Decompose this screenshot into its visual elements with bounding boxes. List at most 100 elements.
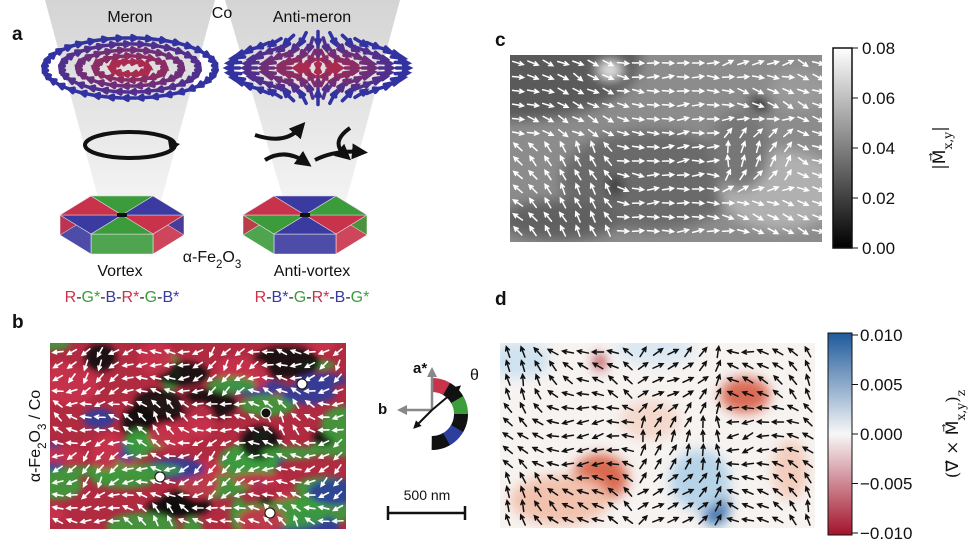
field-arrow xyxy=(654,457,662,470)
wheel-segment xyxy=(453,404,468,411)
wheel-segment xyxy=(441,381,451,396)
field-arrow xyxy=(511,102,526,108)
field-arrow xyxy=(108,361,120,369)
field-arrow xyxy=(771,516,784,524)
panel-label: d xyxy=(495,289,507,310)
field-arrow xyxy=(107,34,126,43)
field-arrow xyxy=(518,458,528,469)
field-arrow xyxy=(607,501,619,511)
field-arrow xyxy=(328,88,338,106)
field-arrow xyxy=(589,182,596,195)
field-arrow xyxy=(637,390,650,398)
field-arrow xyxy=(266,88,283,100)
field-arrow xyxy=(725,475,740,481)
field-arrow xyxy=(149,387,162,395)
field-arrow xyxy=(802,459,814,468)
field-arrow xyxy=(620,419,635,425)
field-arrow xyxy=(559,168,567,181)
text-part: - xyxy=(329,289,334,306)
field-arrow xyxy=(715,344,721,359)
field-arrow xyxy=(219,427,232,433)
text-part: R* xyxy=(312,289,330,306)
field-arrow xyxy=(557,114,569,124)
text-part: - xyxy=(266,289,271,306)
field-arrow xyxy=(205,414,218,420)
field-arrow xyxy=(699,401,707,414)
field-arrow xyxy=(208,346,216,359)
field-arrow xyxy=(622,515,634,525)
field-arrow xyxy=(797,130,810,137)
field-arrow xyxy=(603,141,613,152)
field-arrow xyxy=(319,360,329,370)
field-arrow xyxy=(121,45,141,55)
field-arrow xyxy=(591,376,604,384)
field-arrow xyxy=(321,36,330,55)
colorbar-tick-label: 0.010 xyxy=(860,326,903,345)
text-part: R xyxy=(255,289,267,306)
field-arrow xyxy=(121,505,134,511)
field-arrow xyxy=(676,214,691,220)
field-arrow xyxy=(715,373,722,386)
field-arrow xyxy=(177,362,190,368)
field-arrow xyxy=(519,345,526,358)
field-arrow xyxy=(726,502,739,510)
field-arrow xyxy=(561,447,575,454)
field-arrow xyxy=(676,102,690,108)
wheel-segment xyxy=(453,415,468,421)
field-arrow xyxy=(241,59,260,68)
field-arrow xyxy=(682,390,695,398)
field-arrow xyxy=(740,405,755,411)
field-arrow xyxy=(756,502,769,509)
field-arrow xyxy=(155,57,170,72)
field-arrow xyxy=(714,443,721,457)
field-arrow xyxy=(177,453,190,459)
field-arrow xyxy=(661,186,676,192)
domain xyxy=(117,463,183,477)
field-arrow xyxy=(603,197,613,209)
field-arrow xyxy=(263,516,273,526)
field-arrow xyxy=(741,390,754,397)
field-arrow xyxy=(666,376,680,383)
field-arrow xyxy=(714,485,722,498)
field-arrow xyxy=(616,172,630,179)
field-arrow xyxy=(331,401,344,407)
field-arrow xyxy=(544,224,552,237)
field-arrow xyxy=(520,372,526,387)
field-arrow xyxy=(752,200,765,207)
intensity xyxy=(670,450,730,510)
field-arrow xyxy=(121,33,141,43)
field-arrow xyxy=(526,130,541,136)
domain xyxy=(182,517,203,529)
text-part: - xyxy=(100,289,105,306)
field-arrow xyxy=(752,227,765,235)
field-arrow xyxy=(135,466,148,472)
field-arrow xyxy=(51,517,64,525)
field-arrow xyxy=(616,228,631,234)
field-arrow xyxy=(502,445,514,455)
field-arrow xyxy=(725,405,740,411)
field-arrow xyxy=(207,360,217,370)
field-arrow xyxy=(333,438,343,448)
field-arrow xyxy=(811,158,822,164)
field-arrow xyxy=(108,387,119,395)
field-arrow xyxy=(65,413,78,420)
field-arrow xyxy=(163,388,176,394)
text-part: - xyxy=(288,289,293,306)
field-arrow xyxy=(667,348,680,356)
field-arrow xyxy=(191,440,204,447)
field-arrow xyxy=(377,63,397,73)
anti-vortex-sequence: R-B*-G-R*-B-G* xyxy=(255,289,370,306)
field-arrow xyxy=(766,200,780,207)
field-arrow xyxy=(221,451,230,462)
panel-a: a Meron Co Anti-meron Vortex Anti-vortex… xyxy=(12,0,414,306)
field-arrow xyxy=(359,59,378,68)
field-arrow xyxy=(134,93,153,102)
field-arrow xyxy=(95,373,104,384)
field-arrow xyxy=(320,477,328,488)
field-arrow xyxy=(518,416,528,427)
field-arrow xyxy=(504,373,511,386)
wheel-segment xyxy=(433,435,439,450)
wheel-segment xyxy=(450,393,464,404)
wheel-segment xyxy=(452,419,467,427)
field-arrow xyxy=(219,414,232,420)
